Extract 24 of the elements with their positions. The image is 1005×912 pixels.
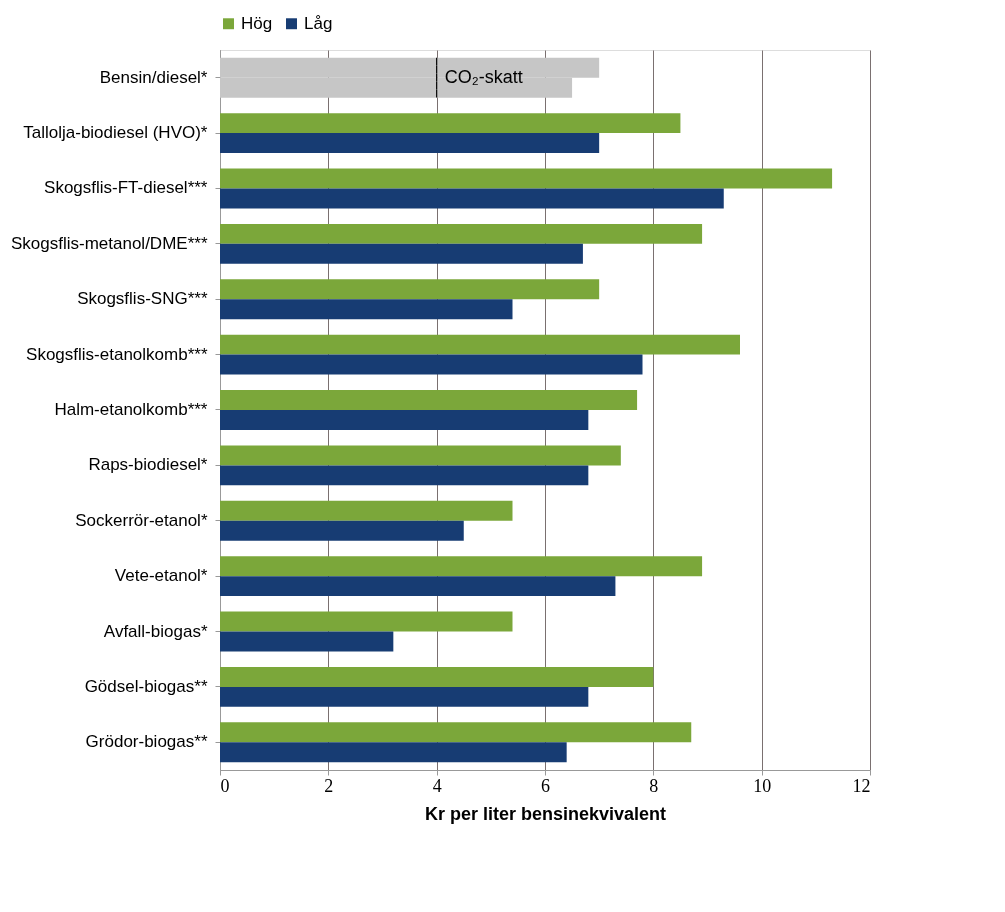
- y-tick-label: Vete-etanol*: [114, 566, 208, 586]
- x-axis-title: Kr per liter bensinekvivalent: [424, 803, 667, 824]
- y-tick-label: Grödor-biogas**: [85, 732, 208, 752]
- x-tick-label: 2: [324, 775, 334, 796]
- x-tick-label: 12: [852, 775, 871, 796]
- x-tick-label: 8: [649, 775, 659, 796]
- x-tick-label: 6: [541, 775, 550, 796]
- legend-label: Låg: [304, 13, 333, 33]
- y-tick-label: Halm-etanolkomb***: [54, 400, 208, 419]
- y-tick-label: Avfall-biogas*: [103, 621, 208, 641]
- y-tick-label: Sockerrör-etanol*: [75, 510, 208, 530]
- ref-line-label: CO₂-skatt: [444, 66, 523, 87]
- y-tick-label: Tallolja-biodiesel (HVO)*: [23, 123, 208, 143]
- legend-label: Hög: [241, 13, 273, 33]
- y-tick-label: Skogsflis-FT-diesel***: [44, 178, 208, 198]
- y-tick-label: Skogsflis-SNG***: [77, 289, 208, 309]
- x-tick-label: 4: [432, 775, 442, 796]
- x-tick-label: 0: [220, 775, 230, 796]
- y-tick-label: Skogsflis-etanolkomb***: [26, 344, 208, 364]
- y-tick-label: Raps-biodiesel*: [88, 455, 208, 475]
- x-tick-label: 10: [753, 775, 772, 796]
- y-tick-label: Bensin/diesel*: [99, 67, 208, 87]
- y-tick-label: Skogsflis-metanol/DME***: [10, 233, 208, 253]
- y-tick-label: Gödsel-biogas**: [84, 676, 208, 696]
